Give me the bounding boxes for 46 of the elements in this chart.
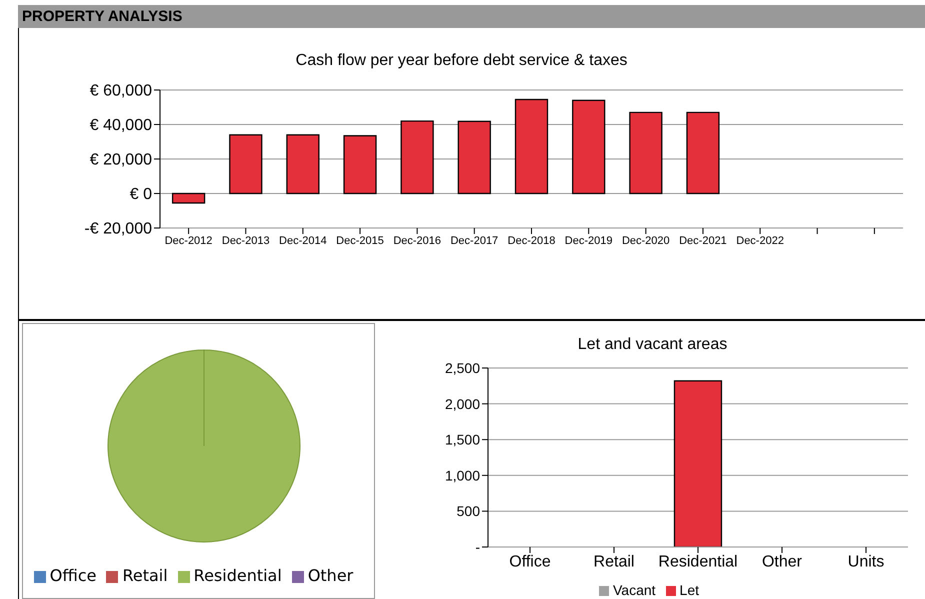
legend-label: Let — [680, 582, 699, 598]
x-tick-label: Dec-2015 — [336, 234, 384, 247]
x-tick-label: Dec-2012 — [164, 234, 212, 247]
x-tick-label: Dec-2022 — [736, 234, 784, 247]
x-tick-label: Dec-2021 — [679, 234, 727, 247]
chart-title: Let and vacant areas — [576, 336, 728, 354]
bar — [286, 134, 320, 194]
x-tick-label: Dec-2018 — [508, 234, 556, 247]
y-tick-label: 2,500 — [444, 360, 480, 376]
x-tick-label: Residential — [658, 553, 738, 570]
y-tick-label: € 20,000 — [90, 152, 152, 169]
x-tick-label: Dec-2014 — [279, 234, 327, 247]
x-tick-label: Other — [762, 553, 803, 570]
chart-title: Cash flow per year before debt service & taxes — [294, 52, 628, 70]
legend-label: Office — [50, 566, 96, 585]
bar — [514, 98, 548, 194]
bar — [458, 120, 491, 194]
y-tick-label: 2,000 — [444, 396, 480, 412]
bar — [629, 112, 662, 194]
bar — [229, 134, 262, 194]
legend-label: Other — [308, 566, 354, 585]
x-tick-label: Dec-2017 — [450, 234, 498, 247]
legend-label: Retail — [122, 566, 168, 585]
x-tick-label: Dec-2016 — [393, 234, 442, 247]
y-tick-label: 500 — [456, 503, 480, 520]
y-tick-label: 1,000 — [444, 467, 480, 484]
bar — [572, 100, 606, 194]
y-tick-label: € 40,000 — [90, 117, 152, 134]
y-tick-label: € 0 — [130, 186, 152, 204]
y-tick-label: - — [475, 538, 480, 555]
y-tick-label: € 60,000 — [90, 82, 152, 100]
x-tick-label: Retail — [594, 553, 634, 570]
legend-label: Residential — [194, 566, 282, 585]
bar — [686, 112, 720, 194]
x-tick-label: Dec-2013 — [222, 234, 270, 247]
legend-label: Vacant — [612, 582, 656, 598]
x-tick-label: Dec-2019 — [564, 234, 613, 247]
y-tick-label: -€ 20,000 — [84, 220, 152, 238]
bar — [172, 192, 206, 204]
text: PROPERTY ANALYSIS — [18, 5, 925, 28]
x-tick-label: Office — [509, 553, 551, 570]
bar — [400, 120, 434, 194]
y-tick-label: 1,500 — [444, 432, 480, 448]
x-tick-label: Dec-2020 — [622, 234, 670, 247]
bar — [343, 135, 377, 194]
x-tick-label: Units — [848, 553, 884, 570]
